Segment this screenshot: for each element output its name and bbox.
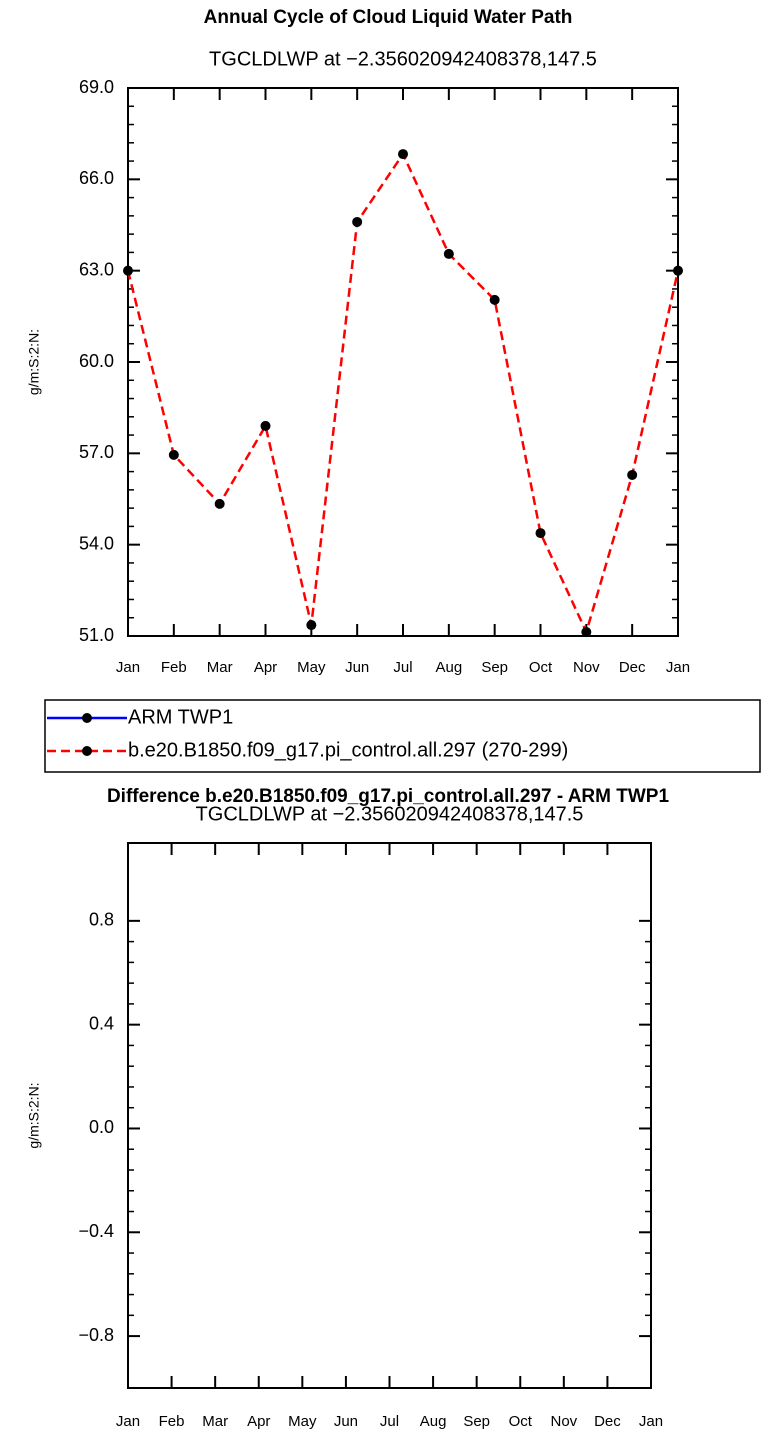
x-tick-label: Jan <box>116 1413 140 1430</box>
x-tick-label: Sep <box>463 1413 490 1430</box>
x-tick-label: Mar <box>207 659 233 676</box>
x-tick-label: Jan <box>666 659 690 676</box>
y-tick-label: 69.0 <box>79 77 114 97</box>
x-tick-label: Jun <box>345 659 369 676</box>
x-tick-label: Oct <box>509 1413 533 1430</box>
x-tick-label: Jul <box>380 1413 399 1430</box>
data-marker <box>627 469 638 480</box>
x-tick-label: Nov <box>573 659 600 676</box>
x-tick-label: Apr <box>247 1413 270 1430</box>
x-tick-label: May <box>288 1413 317 1430</box>
y-tick-label: 0.4 <box>89 1013 114 1033</box>
legend-marker <box>82 713 92 723</box>
y-tick-label: −0.8 <box>78 1325 114 1345</box>
x-tick-label: Sep <box>481 659 508 676</box>
y-tick-label: 60.0 <box>79 351 114 371</box>
legend-marker <box>82 746 92 756</box>
legend-label: b.e20.B1850.f09_g17.pi_control.all.297 (… <box>128 739 568 761</box>
x-tick-label: Aug <box>435 659 462 676</box>
legend-label: ARM TWP1 <box>128 706 233 728</box>
x-tick-label: Jan <box>116 659 140 676</box>
y-tick-label: 0.8 <box>89 910 114 930</box>
y-tick-label: −0.4 <box>78 1221 114 1241</box>
data-marker <box>443 248 454 259</box>
y-tick-label: 63.0 <box>79 259 114 279</box>
chart-subtitle: TGCLDLWP at −2.356020942408378,147.5 <box>209 48 597 70</box>
chart-title: Difference b.e20.B1850.f09_g17.pi_contro… <box>107 786 670 807</box>
y-tick-label: 66.0 <box>79 168 114 188</box>
data-marker <box>535 528 546 539</box>
y-tick-label: 51.0 <box>79 625 114 645</box>
data-marker <box>489 294 500 305</box>
x-tick-label: Dec <box>619 659 646 676</box>
legend-box <box>44 699 761 773</box>
x-tick-label: Mar <box>202 1413 228 1430</box>
data-marker <box>168 449 179 460</box>
x-tick-label: May <box>297 659 326 676</box>
chart-title: Annual Cycle of Cloud Liquid Water Path <box>204 7 573 28</box>
x-tick-label: Jan <box>639 1413 663 1430</box>
chart-subtitle: TGCLDLWP at −2.356020942408378,147.5 <box>196 803 584 825</box>
data-marker <box>398 149 408 160</box>
data-marker <box>260 420 271 431</box>
x-tick-label: Dec <box>594 1413 621 1430</box>
y-axis-label: g/m:S:2:N: <box>26 1082 42 1148</box>
x-tick-label: Feb <box>161 659 187 676</box>
y-tick-label: 54.0 <box>79 533 114 553</box>
data-marker <box>214 498 225 509</box>
data-marker <box>352 216 363 227</box>
data-marker <box>306 620 317 631</box>
data-marker <box>581 627 592 638</box>
data-line <box>126 151 680 636</box>
x-tick-label: Oct <box>529 659 553 676</box>
x-tick-label: Nov <box>550 1413 577 1430</box>
plot-frame <box>127 842 652 1389</box>
x-tick-label: Jun <box>334 1413 358 1430</box>
y-tick-label: 0.0 <box>89 1117 114 1137</box>
y-axis-label: g/m:S:2:N: <box>26 329 42 395</box>
x-tick-label: Apr <box>254 659 277 676</box>
x-tick-label: Jul <box>393 659 412 676</box>
x-tick-label: Aug <box>420 1413 447 1430</box>
y-tick-label: 57.0 <box>79 442 114 462</box>
plot-frame <box>127 87 679 637</box>
data-marker <box>673 265 683 276</box>
x-tick-label: Feb <box>159 1413 185 1430</box>
data-marker <box>123 265 133 276</box>
